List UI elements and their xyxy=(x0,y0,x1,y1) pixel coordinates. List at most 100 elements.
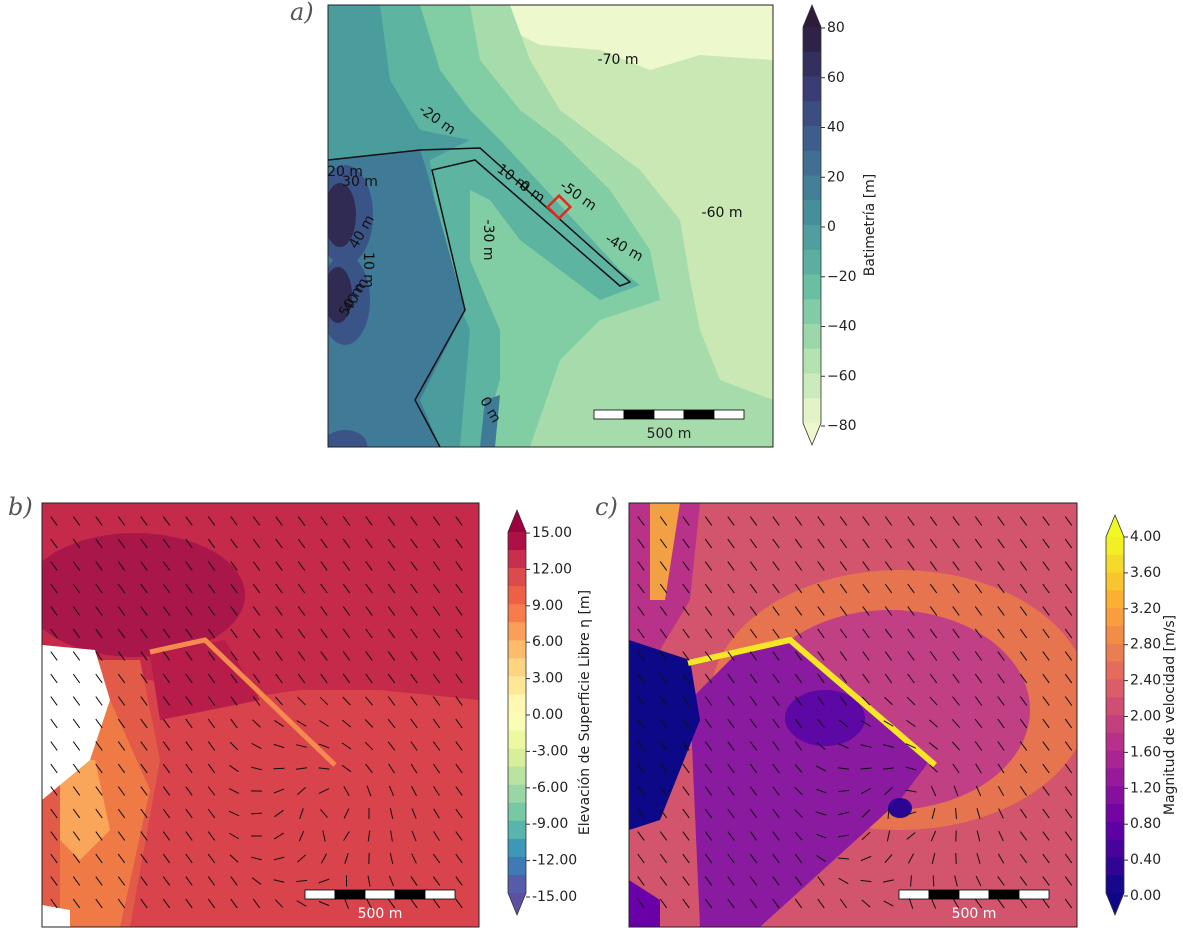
scale-segment xyxy=(959,890,989,899)
scale-segment xyxy=(594,410,624,419)
colorbar-tick-label: -6.00 xyxy=(532,780,568,796)
scale-segment xyxy=(624,410,654,419)
colorbar-tick-label: 1.60 xyxy=(1130,744,1161,760)
colorbar-tick-label: 80 xyxy=(827,20,845,36)
colorbar-tick-label: -12.00 xyxy=(532,853,577,869)
colorbar-tick-label: 0.00 xyxy=(1130,888,1161,904)
contour-label: -30 m xyxy=(480,220,496,261)
colorbar-extend xyxy=(508,510,526,532)
colorbar-band xyxy=(508,839,526,858)
colorbar-band xyxy=(508,767,526,786)
colorbar-band xyxy=(508,694,526,713)
colorbar-band xyxy=(508,749,526,768)
colorbar-band xyxy=(803,324,821,349)
scale-segment xyxy=(365,890,395,899)
colorbar-band xyxy=(803,27,821,52)
colorbar-tick-label: 15.00 xyxy=(532,525,572,541)
bathymetry-map xyxy=(317,5,773,460)
colorbar-tick-label: 40 xyxy=(827,120,845,136)
colorbar-tick-label: 4.00 xyxy=(1130,529,1161,545)
figure: a) 500 m 80 60 40 20 0 −20 −40 −60 −80 Batimetría [… xyxy=(0,0,1183,928)
scale-segment xyxy=(1019,890,1049,899)
colorbar-tick-label: -9.00 xyxy=(532,816,568,832)
colorbar-tick-label: 60 xyxy=(827,70,845,86)
colorbar-band xyxy=(803,275,821,300)
colorbar-extend xyxy=(1106,515,1124,537)
colorbar-tick-label: 20 xyxy=(827,169,845,185)
colorbar-band xyxy=(508,640,526,659)
colorbar-tick-label: −60 xyxy=(827,368,857,384)
panel-label: a) xyxy=(290,0,314,26)
colorbar-band xyxy=(508,731,526,750)
scale-segment xyxy=(654,410,684,419)
colorbar-band xyxy=(1106,857,1124,875)
colorbar-tick-label: −40 xyxy=(827,319,857,335)
scale-segment xyxy=(305,890,335,899)
colorbar-tick-label: 0 xyxy=(827,219,836,235)
colorbar-band xyxy=(1106,590,1124,608)
colorbar-band xyxy=(508,532,526,551)
colorbar-band xyxy=(803,176,821,201)
colorbar-tick-label: 2.40 xyxy=(1130,673,1161,689)
colorbar-tick-label: 1.20 xyxy=(1130,780,1161,796)
colorbar-band xyxy=(803,126,821,151)
colorbar-band xyxy=(508,713,526,732)
colorbar-tick-label: -15.00 xyxy=(532,889,577,905)
scale-segment xyxy=(929,890,959,899)
colorbar-tick-label: 3.60 xyxy=(1130,565,1161,581)
scale-label: 500 m xyxy=(358,906,403,922)
colorbar-tick-label: −20 xyxy=(827,269,857,285)
colorbar-band xyxy=(1106,715,1124,733)
colorbar-tick-label: 2.00 xyxy=(1130,709,1161,725)
colorbar-extend xyxy=(803,5,821,27)
colorbar-band xyxy=(1106,786,1124,804)
colorbar-tick-label: 3.20 xyxy=(1130,601,1161,617)
colorbar-band xyxy=(803,374,821,399)
colorbar-band xyxy=(1106,751,1124,769)
colorbar-band xyxy=(1106,608,1124,626)
colorbar-band xyxy=(803,52,821,77)
colorbar-extend xyxy=(1106,893,1124,915)
colorbar-band xyxy=(1106,573,1124,591)
panel-label: c) xyxy=(595,493,618,521)
colorbar-band xyxy=(803,299,821,324)
colorbar-tick-label: 0.00 xyxy=(532,707,563,723)
colorbar-band xyxy=(508,821,526,840)
colorbar-band xyxy=(508,676,526,695)
colorbar-band xyxy=(508,658,526,677)
velocity-arrow xyxy=(933,876,934,887)
colorbar-tick-label: 2.80 xyxy=(1130,637,1161,653)
colorbar-band xyxy=(803,349,821,374)
colorbar-band xyxy=(1106,697,1124,715)
colorbar-band xyxy=(508,550,526,569)
colorbar-band xyxy=(1106,875,1124,893)
colorbar-band xyxy=(508,604,526,623)
colorbar-band xyxy=(1106,822,1124,840)
colorbar-band xyxy=(803,200,821,225)
elevation-map xyxy=(25,503,479,927)
colorbar-band xyxy=(803,225,821,250)
contour-label: -60 m xyxy=(702,205,743,221)
colorbar-band xyxy=(1106,804,1124,822)
colorbar-tick-label: 12.00 xyxy=(532,561,572,577)
colorbar-tick-label: 0.80 xyxy=(1130,816,1161,832)
colorbar-band xyxy=(1106,626,1124,644)
scale-segment xyxy=(989,890,1019,899)
colorbar-extend xyxy=(803,423,821,445)
velocity-arrow xyxy=(956,853,957,864)
colorbar-band xyxy=(803,398,821,423)
colorbar-band xyxy=(1106,662,1124,680)
colorbar-band xyxy=(1106,537,1124,555)
panel-label: b) xyxy=(8,493,33,521)
scale-segment xyxy=(899,890,929,899)
scale-label: 500 m xyxy=(647,426,692,442)
colorbar-band xyxy=(1106,644,1124,662)
colorbar-tick-label: 3.00 xyxy=(532,671,563,687)
colorbar-band xyxy=(508,875,526,894)
colorbar-tick-label: 9.00 xyxy=(532,598,563,614)
scale-segment xyxy=(684,410,714,419)
colorbar-tick-label: −80 xyxy=(827,418,857,434)
colorbar-label: Batimetría [m] xyxy=(862,174,878,277)
colorbar-band xyxy=(803,250,821,275)
scale-segment xyxy=(395,890,425,899)
